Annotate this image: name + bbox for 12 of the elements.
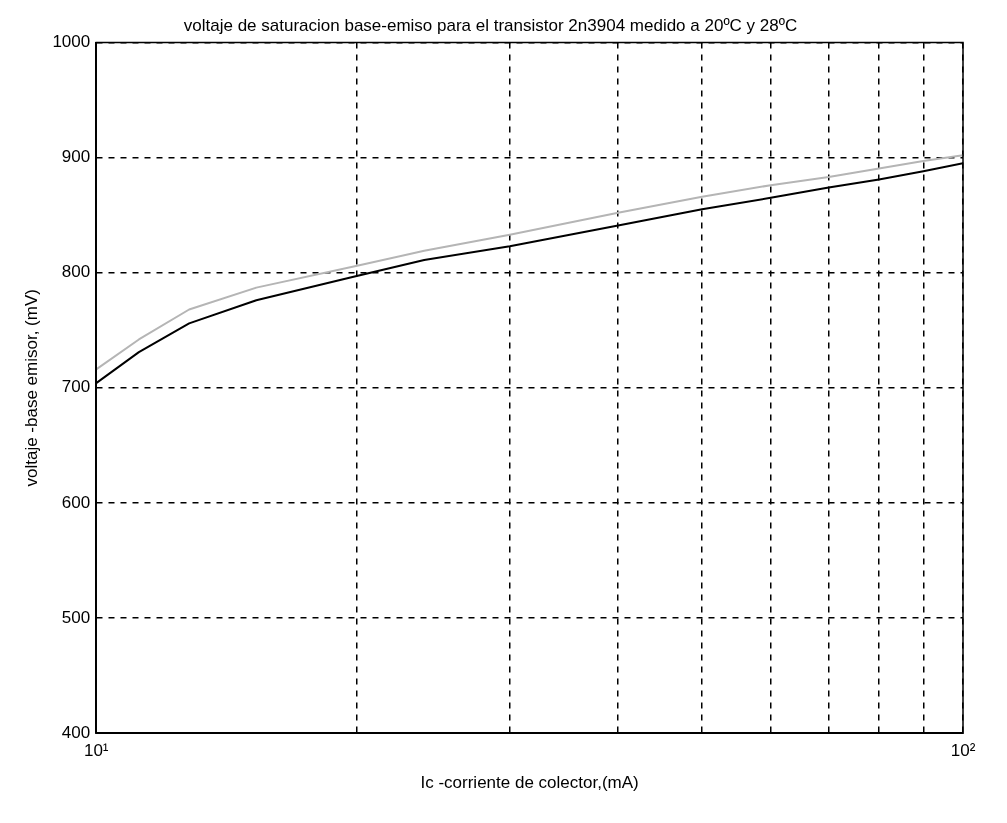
y-tick-label: 800 — [61, 262, 91, 282]
x-axis-title: Ic -corriente de colector,(mA) — [420, 773, 639, 793]
x-tick-label: 10¹ — [83, 741, 109, 761]
y-tick-label: 600 — [61, 492, 91, 512]
chart-title: voltaje de saturacion base-emiso para el transistor 2n3904 medido a 20ºC y 28ºC — [183, 15, 798, 35]
y-tick-label: 900 — [61, 147, 91, 167]
y-tick-label: 400 — [61, 722, 91, 742]
x-tick-label: 10² — [950, 741, 976, 761]
y-tick-label: 700 — [61, 377, 91, 397]
y-tick-label: 1000 — [52, 32, 91, 52]
y-tick-label: 500 — [61, 607, 91, 627]
y-axis-title: voltaje -base emisor, (mV) — [21, 289, 41, 487]
